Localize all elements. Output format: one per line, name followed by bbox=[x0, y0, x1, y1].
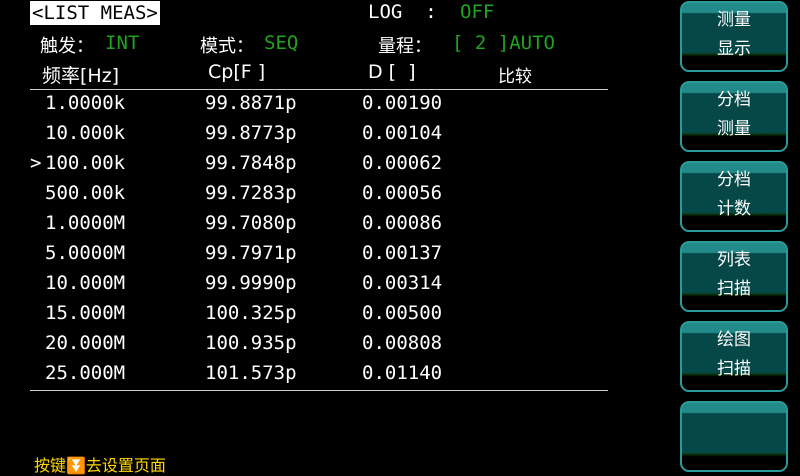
frequency-cell: 10.000M bbox=[45, 272, 126, 294]
softkey-line1: 分档 bbox=[717, 170, 751, 190]
cp-cell: 100.325p bbox=[205, 302, 297, 324]
cp-cell: 99.7283p bbox=[205, 182, 297, 204]
cp-cell: 99.9990p bbox=[205, 272, 297, 294]
d-cell: 0.00190 bbox=[362, 92, 443, 114]
cp-cell: 99.7971p bbox=[205, 242, 297, 264]
softkey-1[interactable]: 测量 显示 bbox=[680, 1, 788, 72]
cp-cell: 101.573p bbox=[205, 362, 297, 384]
cp-cell: 99.8773p bbox=[205, 122, 297, 144]
cp-cell: 100.935p bbox=[205, 332, 297, 354]
page-title: <LIST MEAS> bbox=[30, 1, 160, 25]
d-cell: 0.00500 bbox=[362, 302, 443, 324]
softkey-5[interactable]: 绘图 扫描 bbox=[680, 321, 788, 392]
range-value[interactable]: [ 2 ]AUTO bbox=[452, 32, 555, 54]
hint-text: 按键⏬去设置页面 bbox=[34, 456, 166, 475]
d-cell: 0.00062 bbox=[362, 152, 443, 174]
softkey-3[interactable]: 分档 计数 bbox=[680, 161, 788, 232]
softkey-2[interactable]: 分档 测量 bbox=[680, 81, 788, 152]
frequency-cell: 10.000k bbox=[45, 122, 126, 144]
table-row[interactable]: 1.0000k 99.8871p 0.00190 bbox=[0, 92, 620, 122]
frequency-cell: 1.0000k bbox=[45, 92, 126, 114]
header-divider bbox=[30, 89, 608, 90]
d-cell: 0.00137 bbox=[362, 242, 443, 264]
col-frequency: 频率[Hz] bbox=[42, 65, 120, 87]
cp-cell: 99.7848p bbox=[205, 152, 297, 174]
softkey-4[interactable]: 列表 扫描 bbox=[680, 241, 788, 312]
range-label: 量程： bbox=[378, 36, 432, 57]
col-d: D [ ] bbox=[368, 61, 416, 83]
frequency-cell: 100.00k bbox=[45, 152, 126, 174]
frequency-cell: 500.00k bbox=[45, 182, 126, 204]
softkey-line1: 分档 bbox=[717, 90, 751, 110]
frequency-cell: 20.000M bbox=[45, 332, 126, 354]
table-bottom-divider bbox=[30, 390, 608, 391]
d-cell: 0.00314 bbox=[362, 272, 443, 294]
softkey-line1 bbox=[682, 406, 786, 435]
softkey-line1: 绘图 bbox=[717, 330, 751, 350]
d-cell: 0.00104 bbox=[362, 122, 443, 144]
col-cp: Cp[F ] bbox=[208, 61, 266, 83]
table-row[interactable]: 5.0000M 99.7971p 0.00137 bbox=[0, 242, 620, 272]
table-row[interactable]: 10.000k 99.8773p 0.00104 bbox=[0, 122, 620, 152]
mode-value[interactable]: SEQ bbox=[264, 32, 299, 54]
softkey-line2: 计数 bbox=[717, 199, 751, 219]
table-row[interactable]: 1.0000M 99.7080p 0.00086 bbox=[0, 212, 620, 242]
trigger-value[interactable]: INT bbox=[105, 32, 140, 54]
cp-cell: 99.7080p bbox=[205, 212, 297, 234]
softkey-6[interactable] bbox=[680, 401, 788, 472]
softkey-line2: 显示 bbox=[717, 39, 751, 59]
table-row[interactable]: 20.000M 100.935p 0.00808 bbox=[0, 332, 620, 362]
d-cell: 0.00086 bbox=[362, 212, 443, 234]
table-row[interactable]: 25.000M 101.573p 0.01140 bbox=[0, 362, 620, 392]
trigger-label: 触发： bbox=[40, 36, 94, 57]
softkey-line2: 测量 bbox=[717, 119, 751, 139]
frequency-cell: 25.000M bbox=[45, 362, 126, 384]
table-row[interactable]: 500.00k 99.7283p 0.00056 bbox=[0, 182, 620, 212]
softkey-line2 bbox=[682, 435, 786, 464]
log-value[interactable]: OFF bbox=[460, 1, 495, 23]
table-row[interactable]: >100.00k 99.7848p 0.00062 bbox=[0, 152, 620, 182]
softkey-line2: 扫描 bbox=[717, 359, 751, 379]
frequency-cell: 1.0000M bbox=[45, 212, 126, 234]
d-cell: 0.00808 bbox=[362, 332, 443, 354]
softkey-line1: 测量 bbox=[717, 10, 751, 30]
frequency-cell: 15.000M bbox=[45, 302, 126, 324]
log-label: LOG : bbox=[368, 1, 437, 23]
table-row[interactable]: 10.000M 99.9990p 0.00314 bbox=[0, 272, 620, 302]
d-cell: 0.01140 bbox=[362, 362, 443, 384]
softkey-line2: 扫描 bbox=[717, 279, 751, 299]
d-cell: 0.00056 bbox=[362, 182, 443, 204]
row-cursor: > bbox=[30, 152, 42, 174]
cp-cell: 99.8871p bbox=[205, 92, 297, 114]
frequency-cell: 5.0000M bbox=[45, 242, 126, 264]
table-row[interactable]: 15.000M 100.325p 0.00500 bbox=[0, 302, 620, 332]
softkey-line1: 列表 bbox=[717, 250, 751, 270]
mode-label: 模式： bbox=[200, 36, 254, 57]
col-compare: 比较 bbox=[498, 67, 532, 87]
